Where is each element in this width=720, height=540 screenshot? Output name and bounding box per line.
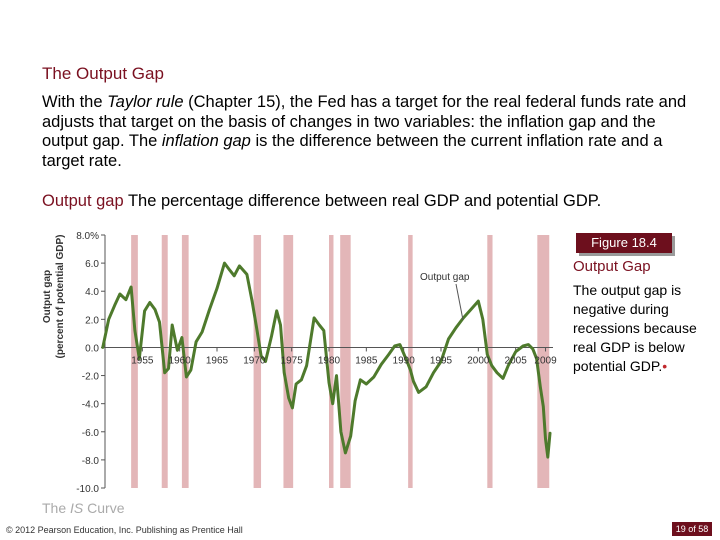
y-tick-label: -2.0 bbox=[82, 372, 100, 383]
caption-text: The output gap is negative during recess… bbox=[573, 282, 697, 374]
recession-band-6 bbox=[340, 235, 351, 488]
x-tick-label: 2009 bbox=[534, 355, 557, 366]
y-axis-title-line-2: (percent of potential GDP) bbox=[55, 235, 66, 359]
taylor-rule-term: Taylor rule bbox=[107, 93, 184, 111]
section-title: The Output Gap bbox=[42, 64, 164, 83]
x-tick-label: 2000 bbox=[467, 355, 490, 366]
x-tick-label: 1970 bbox=[243, 355, 266, 366]
y-tick-label: 8.0% bbox=[76, 231, 99, 242]
definition-term: Output gap bbox=[42, 192, 124, 210]
y-axis-title: Output gap (percent of potential GDP) bbox=[42, 235, 66, 359]
link-text-is: IS bbox=[70, 500, 84, 516]
x-tick-label: 1955 bbox=[131, 355, 154, 366]
next-topic-link[interactable]: The IS Curve bbox=[42, 500, 124, 516]
y-tick-label: -6.0 bbox=[82, 428, 100, 439]
link-text-post: Curve bbox=[83, 500, 125, 516]
definition-text: The percentage difference between real G… bbox=[123, 192, 602, 210]
figure-caption: The output gap is negative during recess… bbox=[573, 281, 713, 376]
x-tick-label: 1995 bbox=[430, 355, 453, 366]
figure-badge: Figure 18.4 bbox=[576, 233, 672, 253]
figure-title: Output Gap bbox=[573, 258, 651, 275]
x-tick-label: 1960 bbox=[169, 355, 192, 366]
link-text-pre: The bbox=[42, 500, 71, 516]
y-tick-label: 6.0 bbox=[85, 259, 99, 270]
recession-band-4 bbox=[283, 235, 294, 488]
x-tick-label: 1990 bbox=[393, 355, 416, 366]
y-tick-label: -8.0 bbox=[82, 456, 100, 467]
series-line-layer bbox=[101, 261, 552, 459]
x-tick-label: 1965 bbox=[206, 355, 229, 366]
bullet-icon: • bbox=[662, 358, 668, 374]
recession-band-0 bbox=[131, 235, 138, 488]
recession-band-3 bbox=[253, 235, 262, 488]
inflation-gap-term: inflation gap bbox=[161, 132, 251, 151]
recession-band-5 bbox=[329, 235, 334, 488]
x-tick-label: 1985 bbox=[355, 355, 378, 366]
para-text-2: (Chapter 15), the Fed has a target for t… bbox=[42, 93, 687, 151]
recession-band-7 bbox=[408, 235, 413, 488]
y-axis-title-line-1: Output gap bbox=[42, 270, 53, 323]
recession-band-9 bbox=[537, 235, 550, 488]
page-number: 19 of 58 bbox=[672, 522, 712, 536]
y-tick-label: 0.0 bbox=[85, 343, 99, 354]
para-text-1: With the bbox=[42, 93, 108, 111]
x-tick-label: 1975 bbox=[281, 355, 304, 366]
body-paragraph: With the Taylor rule (Chapter 15), the F… bbox=[42, 93, 692, 171]
output-gap-chart: 8.0% 6.0 4.0 2.0 0.0 -2.0 -4.0 -6.0 -8.0 -10.0 195… bbox=[42, 231, 557, 495]
annotation-leader bbox=[455, 283, 464, 321]
x-tick-label: 2005 bbox=[505, 355, 528, 366]
output-gap-line bbox=[101, 261, 552, 459]
chart-labels: 8.0% 6.0 4.0 2.0 0.0 -2.0 -4.0 -6.0 -8.0 -10.0 195… bbox=[42, 231, 557, 495]
y-tick-label: 4.0 bbox=[85, 287, 99, 298]
copyright-notice: © 2012 Pearson Education, Inc. Publishin… bbox=[6, 525, 243, 535]
y-tick-label: -10.0 bbox=[76, 484, 99, 495]
y-tick-label: -4.0 bbox=[82, 400, 100, 411]
x-tick-label: 1980 bbox=[318, 355, 341, 366]
series-annotation: Output gap bbox=[420, 272, 470, 283]
y-tick-label: 2.0 bbox=[85, 315, 99, 326]
definition-line: Output gap The percentage difference bet… bbox=[42, 192, 601, 211]
para-text-3: is the difference between the current in… bbox=[42, 132, 663, 170]
